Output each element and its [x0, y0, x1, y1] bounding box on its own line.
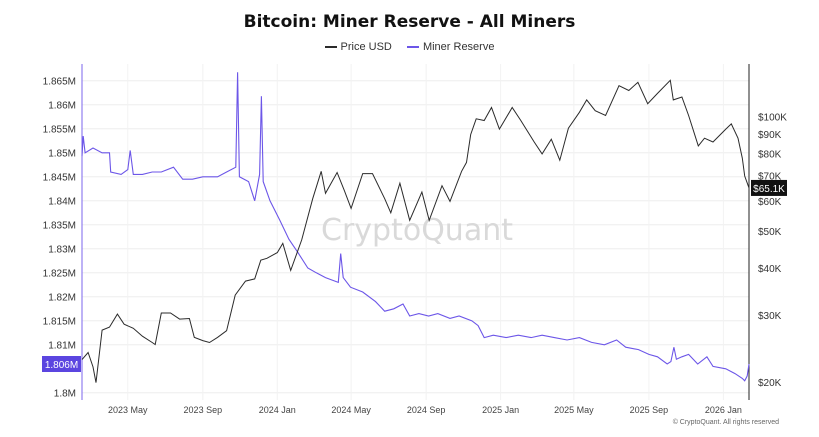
- right-tick-label: $50K: [758, 227, 782, 238]
- right-axis-ticks: $100K $90K $80K $70K $60K $50K $40K $30K $20K: [758, 113, 787, 389]
- left-tick-label: 1.83M: [48, 244, 76, 255]
- left-tick-label: 1.82M: [48, 292, 76, 303]
- x-tick-label: 2023 May: [108, 405, 148, 415]
- x-tick-label: 2024 Sep: [407, 405, 446, 415]
- right-tick-label: $20K: [758, 378, 782, 389]
- left-tick-label: 1.86M: [48, 100, 76, 111]
- chart-title: Bitcoin: Miner Reserve - All Miners: [243, 12, 576, 32]
- left-tick-label: 1.81M: [48, 340, 76, 351]
- x-tick-label: 2023 Sep: [184, 405, 223, 415]
- grid-lines: [82, 64, 749, 400]
- left-tick-label: 1.865M: [43, 76, 76, 87]
- watermark: CryptoQuant: [321, 213, 513, 248]
- legend-swatch-reserve: [406, 46, 419, 49]
- right-tick-label: $30K: [758, 311, 782, 322]
- copyright-note: © CryptoQuant. All rights reserved: [672, 419, 779, 426]
- left-tick-label: 1.855M: [43, 124, 76, 135]
- legend-swatch-price: [324, 46, 337, 49]
- right-tick-label: $90K: [758, 130, 782, 141]
- legend-item-price[interactable]: Price USD: [324, 41, 392, 53]
- x-tick-label: 2024 May: [331, 405, 371, 415]
- series-line-miner-reserve: [81, 72, 750, 382]
- left-tick-label: 1.85M: [48, 148, 76, 159]
- right-tick-label: $70K: [758, 171, 782, 182]
- left-tick-label: 1.815M: [43, 316, 76, 327]
- x-tick-label: 2026 Jan: [705, 405, 742, 415]
- current-reserve-tag: [42, 356, 81, 372]
- current-reserve-label: 1.806M: [45, 360, 78, 371]
- right-tick-label: $40K: [758, 264, 782, 275]
- chart-legend: Price USD Miner Reserve: [0, 41, 819, 53]
- x-tick-label: 2025 Jan: [482, 405, 519, 415]
- left-tick-label: 1.8M: [54, 388, 76, 399]
- x-axis-ticks: 2023 May 2023 Sep 2024 Jan 2024 May 2024 Sep…: [108, 405, 742, 415]
- x-tick-label: 2025 May: [554, 405, 594, 415]
- left-tick-label: 1.825M: [43, 268, 76, 279]
- legend-label-price: Price USD: [340, 41, 392, 53]
- left-axis-ticks: 1.865M 1.86M 1.855M 1.85M 1.845M 1.84M 1.835M 1…: [43, 76, 76, 399]
- right-tick-label: $100K: [758, 113, 787, 124]
- right-tick-label: $60K: [758, 197, 782, 208]
- current-price-label: $65.1K: [753, 184, 785, 195]
- left-tick-label: 1.84M: [48, 196, 76, 207]
- x-tick-label: 2025 Sep: [630, 405, 669, 415]
- left-tick-label: 1.835M: [43, 220, 76, 231]
- series-line-price-usd: [81, 79, 750, 383]
- right-tick-label: $80K: [758, 149, 782, 160]
- current-price-tag: [751, 179, 787, 196]
- current-value-tags: 1.806M $65.1K: [42, 179, 787, 372]
- left-tick-label: 1.845M: [43, 172, 76, 183]
- x-tick-label: 2024 Jan: [259, 405, 296, 415]
- legend-item-reserve[interactable]: Miner Reserve: [406, 41, 495, 53]
- legend-label-reserve: Miner Reserve: [422, 41, 495, 53]
